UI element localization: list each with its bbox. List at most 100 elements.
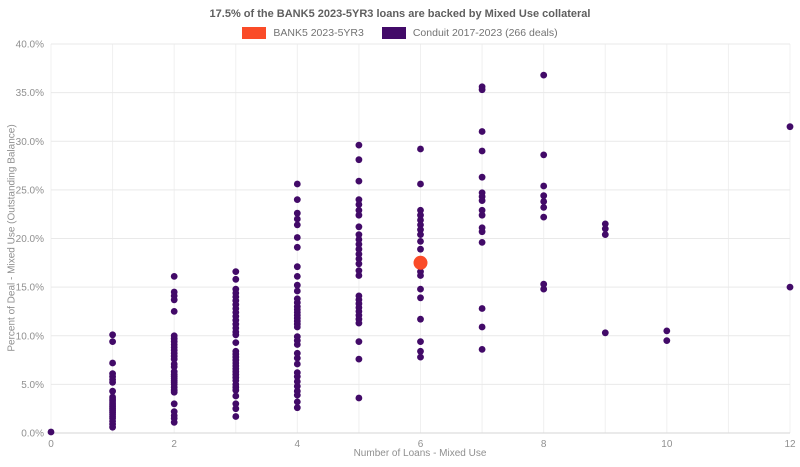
data-point-conduit[interactable] — [417, 145, 424, 153]
data-point-conduit[interactable] — [293, 349, 301, 357]
data-point-conduit[interactable] — [601, 220, 609, 228]
data-point-conduit[interactable] — [355, 201, 363, 208]
data-point-conduit[interactable] — [170, 296, 178, 304]
data-point-conduit[interactable] — [540, 198, 548, 205]
data-point-conduit[interactable] — [540, 192, 548, 200]
data-point-conduit[interactable] — [355, 394, 363, 402]
data-point-conduit[interactable] — [417, 315, 424, 323]
data-point-conduit[interactable] — [293, 378, 301, 385]
legend-item-conduit[interactable]: Conduit 2017-2023 (266 deals) — [381, 27, 558, 39]
data-point-conduit[interactable] — [478, 197, 486, 205]
data-point-bank5[interactable] — [413, 255, 428, 270]
data-point-conduit[interactable] — [355, 338, 363, 345]
data-point-conduit[interactable] — [232, 392, 240, 400]
data-point-conduit[interactable] — [355, 240, 363, 248]
data-point-conduit[interactable] — [355, 267, 363, 274]
data-point-conduit[interactable] — [478, 346, 486, 353]
data-point-conduit[interactable] — [232, 413, 240, 420]
data-point-conduit[interactable] — [478, 239, 486, 246]
data-point-conduit[interactable] — [478, 173, 486, 181]
data-point-conduit[interactable] — [109, 338, 116, 345]
data-point-conduit[interactable] — [170, 308, 178, 315]
data-point-conduit[interactable] — [417, 238, 424, 245]
data-point-conduit[interactable] — [109, 423, 116, 431]
legend-item-bank5[interactable]: BANK5 2023-5YR3 — [242, 27, 364, 39]
data-point-conduit[interactable] — [417, 347, 424, 355]
data-point-conduit[interactable] — [293, 281, 301, 289]
data-point-conduit[interactable] — [478, 305, 486, 312]
data-point-conduit[interactable] — [109, 387, 116, 395]
data-point-conduit[interactable] — [417, 294, 424, 302]
data-point-conduit[interactable] — [540, 285, 548, 293]
data-point-conduit[interactable] — [478, 86, 486, 94]
data-point-conduit[interactable] — [232, 405, 240, 413]
data-point-conduit[interactable] — [293, 391, 301, 399]
data-point-conduit[interactable] — [540, 151, 548, 159]
data-point-conduit[interactable] — [478, 147, 486, 155]
data-point-conduit[interactable] — [478, 323, 486, 331]
data-point-conduit[interactable] — [293, 398, 301, 406]
data-point-conduit[interactable] — [293, 287, 301, 295]
data-point-conduit[interactable] — [540, 280, 548, 288]
data-point-conduit[interactable] — [417, 231, 424, 239]
data-point-conduit[interactable] — [601, 329, 609, 337]
data-point-conduit[interactable] — [47, 428, 55, 436]
data-point-conduit[interactable] — [663, 327, 671, 335]
data-point-conduit[interactable] — [355, 236, 363, 243]
data-point-conduit[interactable] — [355, 231, 363, 239]
data-point-conduit[interactable] — [417, 221, 424, 229]
data-point-conduit[interactable] — [232, 386, 240, 394]
data-point-conduit[interactable] — [293, 263, 301, 271]
data-point-conduit[interactable] — [293, 215, 301, 223]
data-point-conduit[interactable] — [232, 339, 240, 346]
data-point-conduit[interactable] — [355, 272, 363, 279]
data-point-conduit[interactable] — [786, 283, 794, 291]
data-point-conduit[interactable] — [478, 206, 486, 214]
data-point-conduit[interactable] — [170, 355, 178, 363]
data-point-conduit[interactable] — [355, 141, 363, 149]
data-point-conduit[interactable] — [293, 180, 301, 188]
data-point-conduit[interactable] — [417, 272, 424, 279]
data-point-conduit[interactable] — [170, 418, 178, 426]
data-point-conduit[interactable] — [417, 226, 424, 234]
data-point-conduit[interactable] — [109, 331, 116, 339]
data-point-conduit[interactable] — [355, 211, 363, 219]
data-point-conduit[interactable] — [355, 319, 363, 327]
data-point-conduit[interactable] — [232, 331, 240, 339]
data-point-conduit[interactable] — [170, 273, 178, 280]
data-point-conduit[interactable] — [355, 196, 363, 204]
data-point-conduit[interactable] — [417, 353, 424, 361]
data-point-conduit[interactable] — [170, 400, 178, 408]
data-point-conduit[interactable] — [417, 180, 424, 188]
data-point-conduit[interactable] — [540, 204, 548, 211]
data-point-conduit[interactable] — [293, 360, 301, 368]
data-point-conduit[interactable] — [293, 196, 301, 204]
data-point-conduit[interactable] — [540, 182, 548, 190]
data-point-conduit[interactable] — [786, 123, 794, 131]
data-point-conduit[interactable] — [293, 234, 301, 241]
data-point-conduit[interactable] — [232, 400, 240, 408]
data-point-conduit[interactable] — [109, 359, 116, 367]
data-point-conduit[interactable] — [663, 337, 671, 344]
data-point-conduit[interactable] — [355, 245, 363, 253]
data-point-conduit[interactable] — [417, 338, 424, 345]
data-point-conduit[interactable] — [355, 250, 363, 258]
data-point-conduit[interactable] — [355, 177, 363, 185]
data-point-conduit[interactable] — [293, 354, 301, 362]
data-point-conduit[interactable] — [417, 285, 424, 293]
data-point-conduit[interactable] — [478, 128, 486, 135]
data-point-conduit[interactable] — [293, 323, 301, 331]
data-point-conduit[interactable] — [293, 209, 301, 217]
data-point-conduit[interactable] — [109, 379, 116, 386]
data-point-conduit[interactable] — [293, 404, 301, 412]
data-point-conduit[interactable] — [417, 216, 424, 224]
data-point-conduit[interactable] — [417, 206, 424, 214]
data-point-conduit[interactable] — [232, 268, 240, 275]
data-point-conduit[interactable] — [355, 206, 363, 214]
data-point-conduit[interactable] — [170, 388, 178, 396]
data-point-conduit[interactable] — [293, 382, 301, 390]
data-point-conduit[interactable] — [355, 355, 363, 363]
data-point-conduit[interactable] — [601, 231, 609, 239]
data-point-conduit[interactable] — [293, 341, 301, 348]
